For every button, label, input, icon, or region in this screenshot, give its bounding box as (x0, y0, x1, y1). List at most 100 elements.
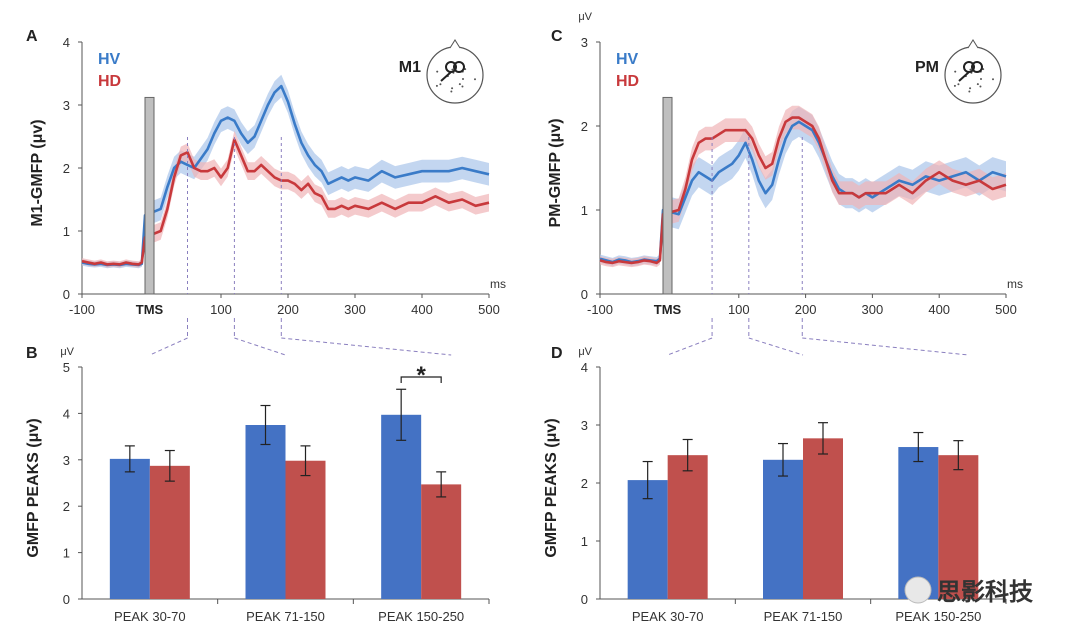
y-tick-label: 2 (63, 161, 70, 176)
guide-lines (149, 318, 969, 356)
electrode-dot (979, 85, 982, 88)
category-label: PEAK 71-150 (246, 609, 325, 624)
electrode-dot (969, 68, 972, 71)
coil-loop (453, 61, 465, 73)
panel-letter-c: C (551, 28, 563, 45)
bar-hv (627, 480, 668, 599)
watermark: 思影科技 (904, 576, 1034, 606)
x-tick-label: 300 (862, 302, 884, 317)
x-tick-label: -100 (69, 302, 95, 317)
electrode-dot (451, 68, 454, 71)
panel-letter-a: A (26, 28, 38, 45)
y-tick-label: 4 (63, 35, 70, 50)
tms-label: TMS (136, 302, 164, 317)
x-tick-label: 200 (277, 302, 299, 317)
x-tick-label: 500 (478, 302, 500, 317)
y-axis-title: GMFP PEAKS (μv) (543, 418, 560, 557)
x-tick-label: 200 (795, 302, 817, 317)
y-tick-label: 2 (581, 119, 588, 134)
electrode-dot (980, 78, 982, 80)
tms-label: TMS (654, 302, 682, 317)
legend-hd: HD (616, 73, 639, 90)
y-tick-label: 4 (581, 360, 588, 375)
tms-marker (144, 96, 155, 295)
series-band-hv (82, 74, 489, 269)
y-tick-label: 3 (581, 418, 588, 433)
electrode-dot (436, 70, 439, 73)
y-unit-label: μV (578, 346, 592, 358)
category-label: PEAK 30-70 (632, 609, 704, 624)
y-tick-label: 0 (581, 592, 588, 607)
connector-guide (802, 337, 969, 356)
panel-letter-d: D (551, 345, 563, 362)
category-label: PEAK 150-250 (378, 609, 464, 624)
electrode-dot (451, 87, 454, 90)
bar-hd (285, 460, 326, 599)
bar-hd (421, 484, 462, 599)
head-nose (967, 39, 979, 49)
electrode-dot (953, 84, 956, 87)
series-band-hd (82, 130, 489, 268)
y-unit-label: μV (60, 346, 74, 358)
bar-hv (245, 425, 286, 599)
connector-guide (149, 337, 188, 356)
head-montage-icon (944, 39, 1002, 104)
bar-hd (149, 465, 190, 599)
legend-hv: HV (616, 51, 639, 68)
montage-label: M1 (399, 59, 421, 76)
x-tick-label: 100 (210, 302, 232, 317)
coil-loop (971, 61, 983, 73)
y-tick-label: 0 (63, 592, 70, 607)
bar-hv (763, 459, 803, 599)
y-tick-label: 3 (63, 453, 70, 468)
x-tick-label: 500 (995, 302, 1017, 317)
y-tick-label: 1 (63, 224, 70, 239)
bar-hd (938, 455, 979, 599)
electrode-dot (991, 78, 994, 81)
electrode-dot (957, 83, 960, 86)
connector-guide (748, 337, 804, 356)
wechat-icon (904, 576, 932, 604)
panel-b-bar-chart: 0 1 2 3 4 5 μV GMFP PEAKS (μv) PEAK 30-70 PEAK 71… (25, 346, 490, 624)
bar-hd (667, 455, 708, 599)
montage-label: PM (915, 59, 939, 76)
electrode-dot (968, 90, 971, 93)
head-outline (944, 46, 1002, 104)
bar-hv (109, 458, 150, 599)
y-tick-label: 0 (63, 287, 70, 302)
connector-guide (281, 337, 452, 356)
y-tick-label: 2 (581, 476, 588, 491)
panel-letter-b: B (26, 345, 38, 362)
y-axis-title: PM-GMFP (μv) (547, 118, 564, 227)
x-tick-label: 100 (728, 302, 750, 317)
category-label: PEAK 30-70 (114, 609, 186, 624)
electrode-dot (976, 83, 979, 86)
y-axis-title: GMFP PEAKS (μv) (25, 418, 42, 557)
series-line-hd (599, 116, 1007, 265)
electrode-dot (461, 85, 464, 88)
electrode-dot (458, 83, 461, 86)
y-tick-label: 1 (63, 546, 70, 561)
panel-d-bar-chart: 0 1 2 3 4 μV GMFP PEAKS (μv) PEAK 30-70 PEAK 71-… (543, 346, 1007, 624)
electrode-dot (969, 87, 972, 90)
electrode-dot (435, 84, 438, 87)
bar-hd (803, 438, 843, 599)
panel-c-line-chart: 0 1 2 3 μV -100 100 200 300 400 500 ms PM-GMFP (μv) T… (547, 11, 1023, 317)
bar-hv (898, 447, 939, 599)
series-line-hd (81, 138, 490, 266)
x-tick-label: 400 (928, 302, 950, 317)
coil-handle (958, 71, 970, 82)
legend-hd: HD (98, 73, 121, 90)
electrode-dot (954, 70, 957, 73)
head-nose (449, 39, 461, 49)
category-label: PEAK 71-150 (764, 609, 843, 624)
y-tick-label: 0 (581, 287, 588, 302)
y-axis-title: M1-GMFP (μv) (29, 119, 46, 226)
x-tick-label: -100 (587, 302, 613, 317)
y-unit-label: μV (578, 11, 592, 23)
y-tick-label: 1 (581, 534, 588, 549)
significance-star: * (416, 362, 426, 389)
y-tick-label: 5 (63, 360, 70, 375)
x-tick-label: 300 (344, 302, 366, 317)
series-band-hd (600, 105, 1006, 268)
